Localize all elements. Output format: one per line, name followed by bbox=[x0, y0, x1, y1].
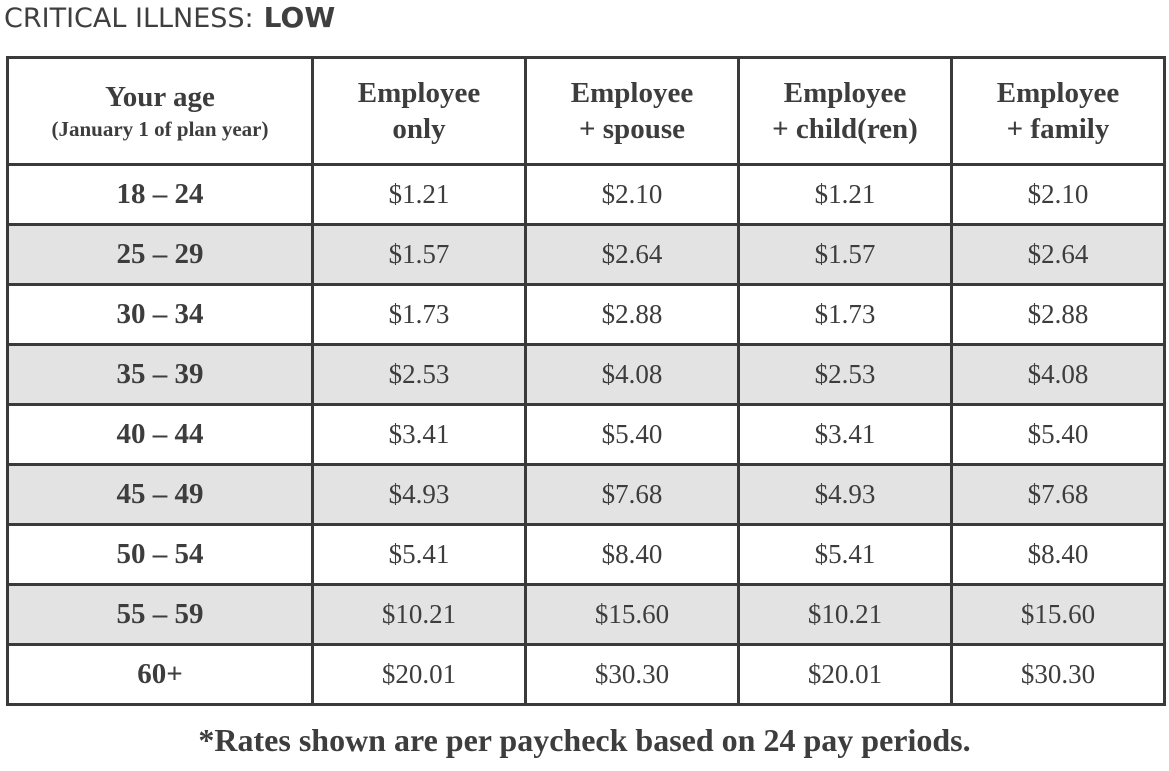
rate-employee-family: $2.64 bbox=[950, 223, 1166, 286]
rate-employee-children: $2.53 bbox=[737, 343, 953, 406]
table-row: 40 – 44 $3.41 $5.40 $3.41 $5.40 bbox=[6, 403, 1166, 466]
table-row: 45 – 49 $4.93 $7.68 $4.93 $7.68 bbox=[6, 463, 1166, 526]
header-employee-children-line1: Employee bbox=[783, 77, 907, 109]
rate-employee-children: $1.21 bbox=[737, 163, 953, 226]
rate-employee-only: $3.41 bbox=[311, 403, 527, 466]
footnote: *Rates shown are per paycheck based on 2… bbox=[198, 722, 971, 758]
header-employee-family-line1: Employee bbox=[996, 77, 1120, 109]
rate-employee-spouse: $2.64 bbox=[524, 223, 740, 286]
rates-table: Your age (January 1 of plan year) Employ… bbox=[6, 56, 1166, 706]
header-age: Your age (January 1 of plan year) bbox=[6, 56, 314, 166]
rate-employee-only: $20.01 bbox=[311, 643, 527, 706]
table-row: 50 – 54 $5.41 $8.40 $5.41 $8.40 bbox=[6, 523, 1166, 586]
age-cell: 30 – 34 bbox=[6, 283, 314, 346]
rate-employee-spouse: $2.10 bbox=[524, 163, 740, 226]
rate-employee-spouse: $5.40 bbox=[524, 403, 740, 466]
header-employee-children-line2: + child(ren) bbox=[772, 113, 918, 145]
header-age-line2: (January 1 of plan year) bbox=[51, 117, 269, 141]
rate-employee-only: $1.57 bbox=[311, 223, 527, 286]
rate-employee-children: $1.73 bbox=[737, 283, 953, 346]
age-cell: 55 – 59 bbox=[6, 583, 314, 646]
age-cell: 25 – 29 bbox=[6, 223, 314, 286]
rate-employee-only: $2.53 bbox=[311, 343, 527, 406]
table-row: 60+ $20.01 $30.30 $20.01 $30.30 bbox=[6, 643, 1166, 706]
rate-employee-children: $3.41 bbox=[737, 403, 953, 466]
header-employee-children: Employee + child(ren) bbox=[737, 56, 953, 166]
header-employee-only-line1: Employee bbox=[357, 77, 481, 109]
rate-employee-family: $7.68 bbox=[950, 463, 1166, 526]
title-prefix: CRITICAL ILLNESS: bbox=[4, 3, 254, 34]
rate-employee-only: $1.73 bbox=[311, 283, 527, 346]
table-row: 25 – 29 $1.57 $2.64 $1.57 $2.64 bbox=[6, 223, 1166, 286]
age-cell: 35 – 39 bbox=[6, 343, 314, 406]
rate-employee-family: $30.30 bbox=[950, 643, 1166, 706]
rate-employee-only: $1.21 bbox=[311, 163, 527, 226]
rate-employee-only: $5.41 bbox=[311, 523, 527, 586]
age-cell: 45 – 49 bbox=[6, 463, 314, 526]
rate-employee-spouse: $8.40 bbox=[524, 523, 740, 586]
title-level: LOW bbox=[263, 1, 336, 34]
rate-employee-spouse: $30.30 bbox=[524, 643, 740, 706]
header-employee-spouse: Employee + spouse bbox=[524, 56, 740, 166]
rate-employee-children: $20.01 bbox=[737, 643, 953, 706]
rate-employee-spouse: $15.60 bbox=[524, 583, 740, 646]
rate-employee-children: $10.21 bbox=[737, 583, 953, 646]
header-employee-only-line2: only bbox=[392, 113, 446, 145]
rate-employee-only: $10.21 bbox=[311, 583, 527, 646]
rate-employee-family: $2.88 bbox=[950, 283, 1166, 346]
age-cell: 40 – 44 bbox=[6, 403, 314, 466]
rate-employee-spouse: $2.88 bbox=[524, 283, 740, 346]
rate-employee-children: $5.41 bbox=[737, 523, 953, 586]
rate-employee-family: $5.40 bbox=[950, 403, 1166, 466]
rate-employee-only: $4.93 bbox=[311, 463, 527, 526]
header-employee-family: Employee + family bbox=[950, 56, 1166, 166]
rate-employee-family: $4.08 bbox=[950, 343, 1166, 406]
header-age-line1: Your age bbox=[105, 81, 215, 113]
rate-employee-children: $4.93 bbox=[737, 463, 953, 526]
table-row: 18 – 24 $1.21 $2.10 $1.21 $2.10 bbox=[6, 163, 1166, 226]
rate-employee-family: $8.40 bbox=[950, 523, 1166, 586]
table-row: 35 – 39 $2.53 $4.08 $2.53 $4.08 bbox=[6, 343, 1166, 406]
header-row: Your age (January 1 of plan year) Employ… bbox=[6, 56, 1166, 166]
age-cell: 50 – 54 bbox=[6, 523, 314, 586]
header-employee-only: Employee only bbox=[311, 56, 527, 166]
rate-employee-spouse: $4.08 bbox=[524, 343, 740, 406]
header-employee-spouse-line1: Employee bbox=[570, 77, 694, 109]
rate-employee-family: $15.60 bbox=[950, 583, 1166, 646]
header-employee-spouse-line2: + spouse bbox=[579, 113, 685, 145]
header-employee-family-line2: + family bbox=[1006, 113, 1110, 145]
table-row: 55 – 59 $10.21 $15.60 $10.21 $15.60 bbox=[6, 583, 1166, 646]
page-title: CRITICAL ILLNESS: LOW bbox=[4, 0, 335, 36]
rate-employee-children: $1.57 bbox=[737, 223, 953, 286]
rate-employee-spouse: $7.68 bbox=[524, 463, 740, 526]
table-row: 30 – 34 $1.73 $2.88 $1.73 $2.88 bbox=[6, 283, 1166, 346]
rate-employee-family: $2.10 bbox=[950, 163, 1166, 226]
age-cell: 60+ bbox=[6, 643, 314, 706]
age-cell: 18 – 24 bbox=[6, 163, 314, 226]
